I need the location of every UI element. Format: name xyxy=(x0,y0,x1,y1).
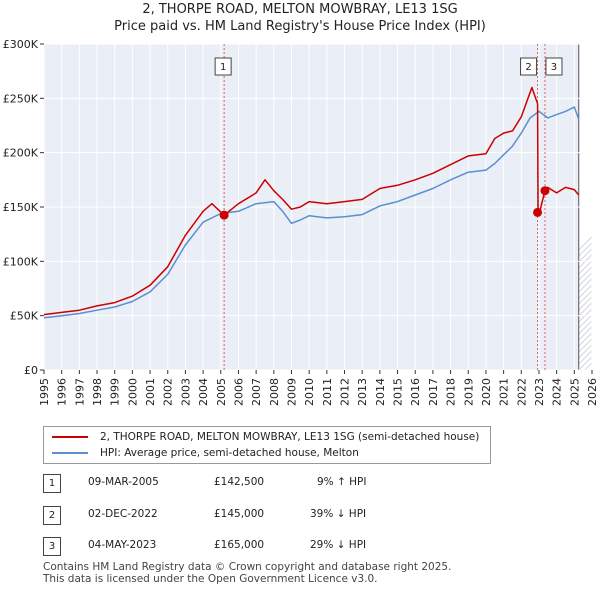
x-tick-label: 2009 xyxy=(285,378,298,406)
transaction-number: 3 xyxy=(43,537,61,556)
legend: 2, THORPE ROAD, MELTON MOWBRAY, LE13 1SG… xyxy=(43,426,491,464)
x-tick-label: 2016 xyxy=(409,378,422,406)
transaction-number: 1 xyxy=(43,474,61,493)
property-series-line xyxy=(43,86,580,316)
x-tick-label: 2004 xyxy=(197,378,210,406)
transaction-date: 04-MAY-2023 xyxy=(88,539,157,551)
sale-label-text: 1 xyxy=(220,62,226,73)
x-tick-label: 2015 xyxy=(392,378,405,406)
y-tick-label: £0 xyxy=(24,364,38,377)
chart-subtitle: Price paid vs. HM Land Registry's House … xyxy=(114,19,486,34)
x-tick-label: 2003 xyxy=(179,378,192,406)
x-tick-label: 2010 xyxy=(303,378,316,406)
x-tick-label: 2002 xyxy=(162,378,175,406)
y-tick-label: £200K xyxy=(3,147,39,160)
y-tick-label: £250K xyxy=(3,92,39,105)
legend-item-hpi: HPI: Average price, semi-detached house,… xyxy=(52,445,359,461)
x-tick-label: 2005 xyxy=(215,378,228,406)
price-chart: 1 2 3 £0 £50K £100K £150K £200K £250K £300K 1995 1… xyxy=(3,38,599,406)
x-tick-label: 2013 xyxy=(356,378,369,406)
transaction-price: £142,500 xyxy=(214,476,265,488)
y-tick-label: £300K xyxy=(3,38,39,51)
footer-line-licence: This data is licensed under the Open Gov… xyxy=(43,573,378,585)
y-tick-label: £150K xyxy=(3,201,39,214)
x-tick-label: 1995 xyxy=(38,378,51,406)
x-tick-label: 2023 xyxy=(533,378,546,406)
x-tick-label: 2020 xyxy=(480,378,493,406)
legend-swatch-property xyxy=(52,436,88,438)
x-tick-label: 2000 xyxy=(126,378,139,406)
x-tick-label: 2006 xyxy=(232,378,245,406)
x-tick-label: 1997 xyxy=(73,378,86,406)
sale-point xyxy=(540,186,550,196)
x-tick-label: 1996 xyxy=(56,378,69,406)
x-tick-label: 1999 xyxy=(109,378,122,406)
x-tick-label: 2011 xyxy=(321,378,334,406)
x-tick-label: 2017 xyxy=(427,378,440,406)
y-tick-label: £50K xyxy=(10,310,39,323)
hpi-series-line xyxy=(43,106,580,319)
x-tick-label: 2022 xyxy=(515,378,528,406)
x-tick-label: 2025 xyxy=(568,378,581,406)
legend-item-property: 2, THORPE ROAD, MELTON MOWBRAY, LE13 1SG… xyxy=(52,429,479,445)
x-tick-label: 2007 xyxy=(250,378,263,406)
transaction-price: £145,000 xyxy=(214,508,265,520)
legend-label-hpi: HPI: Average price, semi-detached house,… xyxy=(100,447,359,459)
x-tick-label: 2021 xyxy=(498,378,511,406)
sale-point xyxy=(219,210,229,220)
x-tick-label: 2018 xyxy=(445,378,458,406)
sale-label-box xyxy=(545,57,563,76)
transaction-price: £165,000 xyxy=(214,539,265,551)
x-tick-label: 2026 xyxy=(586,378,599,406)
sale-label-text: 2 xyxy=(525,62,531,73)
x-tick-label: 2024 xyxy=(551,378,564,406)
transaction-number: 2 xyxy=(43,506,61,525)
sale-label-box xyxy=(214,57,232,76)
x-tick-label: 2012 xyxy=(339,378,352,406)
sale-label-text: 3 xyxy=(551,62,557,73)
transaction-date: 02-DEC-2022 xyxy=(88,508,158,520)
x-tick-label: 2014 xyxy=(374,378,387,406)
transaction-hpi: 39% ↓ HPI xyxy=(310,508,367,520)
y-tick-label: £100K xyxy=(3,255,39,268)
chart-title: 2, THORPE ROAD, MELTON MOWBRAY, LE13 1SG xyxy=(142,2,458,17)
x-tick-label: 2008 xyxy=(268,378,281,406)
footer-attribution: Contains HM Land Registry data © Crown c… xyxy=(43,561,451,585)
transaction-date: 09-MAR-2005 xyxy=(88,476,159,488)
x-tick-label: 1998 xyxy=(91,378,104,406)
transaction-hpi: 9% ↑ HPI xyxy=(317,476,367,488)
transaction-hpi: 29% ↓ HPI xyxy=(310,539,367,551)
sale-point xyxy=(533,207,543,217)
sale-label-box xyxy=(520,57,538,76)
x-tick-label: 2001 xyxy=(144,378,157,406)
x-tick-label: 2019 xyxy=(462,378,475,406)
legend-label-property: 2, THORPE ROAD, MELTON MOWBRAY, LE13 1SG… xyxy=(100,431,480,443)
footer-line-copyright: Contains HM Land Registry data © Crown c… xyxy=(43,561,452,573)
legend-swatch-hpi xyxy=(52,452,88,454)
